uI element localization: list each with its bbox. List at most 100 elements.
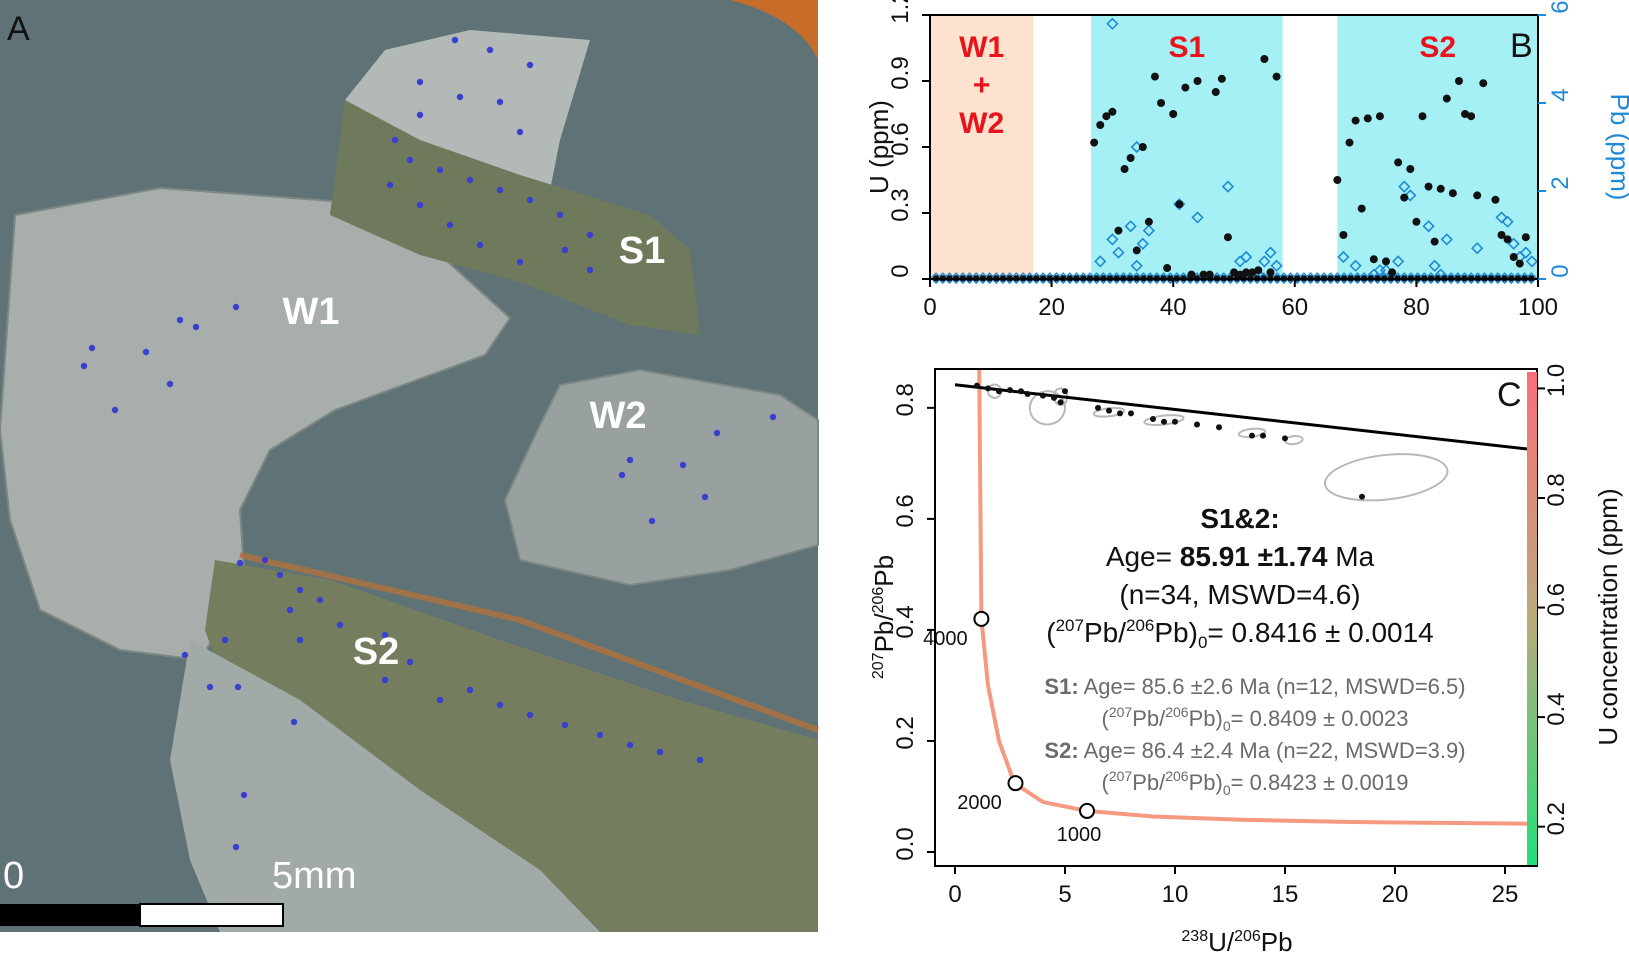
- c-data-point: [1172, 418, 1178, 425]
- s2-light-zone: [170, 640, 600, 932]
- analysis-spot: [316, 596, 324, 604]
- annotation-main-age-prefix: Age=: [1106, 541, 1172, 572]
- pb-point: [1398, 180, 1411, 193]
- analysis-spot: [142, 348, 150, 356]
- x-tick-label: 5: [1058, 881, 1071, 908]
- colorbar-label: U concentration (ppm): [1593, 488, 1623, 745]
- analysis-spot: [381, 631, 389, 639]
- u-point: [1442, 94, 1451, 103]
- panel-c-label: C: [1497, 376, 1522, 414]
- analysis-spot: [381, 676, 389, 684]
- pb-point: [1191, 211, 1204, 224]
- c-data-point: [1194, 421, 1200, 428]
- region-label: S2: [1419, 31, 1456, 64]
- panel-c-x-axis: 0 5 10 15 20 25: [948, 866, 1518, 908]
- pb-point: [1519, 246, 1532, 259]
- u-point: [1205, 270, 1214, 279]
- analysis-spot: [446, 221, 454, 229]
- u-point: [1375, 112, 1384, 121]
- u-point: [1467, 112, 1476, 121]
- annotation-s1-ratio: (207Pb/206Pb)0= 0.8409 ± 0.0023: [1102, 704, 1409, 734]
- analysis-spots: [80, 36, 777, 851]
- u-point: [1461, 110, 1470, 118]
- panel-b-y2-axis-label: Pb (ppm): [1605, 94, 1629, 201]
- pb-point: [1501, 215, 1514, 228]
- pb-point: [1440, 233, 1453, 246]
- x-tick-label: 100: [1518, 294, 1558, 321]
- c-data-point: [985, 385, 991, 392]
- x-tick-label: 0: [923, 294, 936, 321]
- colorbar-tick-label: 0.4: [1543, 692, 1570, 725]
- u-point: [1424, 182, 1433, 191]
- y-tick-label: 0.8: [892, 383, 919, 416]
- y-tick-label: 0.9: [887, 56, 914, 89]
- analysis-spot: [696, 756, 704, 764]
- pb-point: [1525, 255, 1539, 268]
- u-point: [1199, 270, 1208, 279]
- panel-b-y-axis-left: 0 0.3 0.6 0.9 1.2: [887, 0, 930, 280]
- scale-bar-black-segment: [0, 904, 140, 926]
- u-point: [1497, 231, 1506, 239]
- analysis-spot: [232, 843, 240, 851]
- u-point: [1272, 72, 1281, 81]
- region-band: [1091, 15, 1283, 279]
- annotation-main-age: Age= 85.91 ±1.74 Ma: [1106, 541, 1375, 572]
- pb-point: [1258, 255, 1271, 268]
- analysis-spot: [451, 36, 459, 44]
- age-marker-label: 4000: [923, 628, 968, 650]
- c-data-point: [1249, 432, 1255, 439]
- y2-tick-label: 4: [1547, 88, 1574, 101]
- pb-point: [1124, 220, 1137, 233]
- u-point: [1223, 233, 1232, 242]
- x-tick-label: 10: [1162, 881, 1189, 908]
- u-point: [1448, 189, 1457, 198]
- pb-point: [1221, 180, 1235, 193]
- colorbar-tick-label: 1.0: [1543, 364, 1570, 397]
- uncertainty-ellipse: [1323, 453, 1449, 502]
- pb-point: [1240, 250, 1253, 264]
- analysis-spot: [236, 559, 244, 567]
- u-point: [1339, 231, 1348, 239]
- u-point: [1382, 257, 1390, 266]
- region-band: [930, 15, 1034, 279]
- y2-tick-label: 6: [1547, 0, 1574, 13]
- analysis-spot: [586, 231, 594, 239]
- c-data-point: [1128, 410, 1134, 417]
- u-point: [1157, 99, 1166, 107]
- c-data-point: [1024, 390, 1031, 397]
- panel-c-x-axis-label: 238U/206Pb: [1181, 927, 1292, 957]
- analysis-spot: [713, 429, 721, 437]
- analysis-spot: [476, 241, 484, 249]
- analysis-spot: [561, 721, 569, 729]
- c-data-point: [1216, 424, 1222, 431]
- panel-b-chart: W1 + W2 S1 S2 0 20 40 60 80 100 0 0.3 0.6 0.9 1.2 0 2 4…: [864, 0, 1629, 321]
- colorbar-tick-label: 0.2: [1543, 802, 1570, 835]
- analysis-spot: [556, 211, 564, 219]
- panel-a: A S1 W1 W2 S2 0 5mm: [0, 0, 820, 932]
- panel-c-y-axis-label: 207Pb/206Pb: [869, 555, 899, 679]
- analysis-spot: [232, 303, 240, 311]
- analysis-spot: [436, 166, 444, 174]
- u-point: [1515, 259, 1524, 268]
- colorbar-tick-label: 0.8: [1543, 473, 1570, 506]
- u-point: [1230, 268, 1238, 277]
- analysis-spot: [391, 136, 399, 144]
- c-data-point: [1057, 399, 1064, 406]
- region-label-w1: W1: [283, 291, 340, 333]
- analysis-spot: [656, 748, 664, 756]
- annotation-s1-age: S1: Age= 85.6 ±2.6 Ma (n=12, MSWD=6.5): [1044, 674, 1465, 699]
- pb-point: [1130, 259, 1143, 272]
- c-data-point: [1051, 394, 1057, 401]
- analysis-spot: [626, 456, 634, 464]
- analysis-spot: [296, 636, 304, 644]
- x-tick-label: 20: [1382, 881, 1409, 908]
- panel-c-y-axis: 0.0 0.2 0.4 0.6 0.8: [892, 383, 935, 861]
- u-point: [1090, 138, 1099, 147]
- uncertainty-ellipse: [1028, 390, 1066, 426]
- u-point: [1333, 176, 1342, 184]
- pb-point: [1142, 224, 1156, 237]
- pb-point: [1428, 259, 1441, 272]
- region-label: W1: [959, 31, 1004, 64]
